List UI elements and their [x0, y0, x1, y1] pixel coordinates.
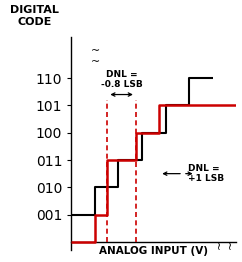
Text: DNL =
-0.8 LSB: DNL = -0.8 LSB — [101, 70, 143, 89]
X-axis label: ANALOG INPUT (V): ANALOG INPUT (V) — [99, 246, 208, 256]
Text: DIGITAL
CODE: DIGITAL CODE — [10, 5, 59, 27]
Text: ~
~: ~ ~ — [91, 46, 100, 67]
Text: DNL =
+1 LSB: DNL = +1 LSB — [188, 164, 224, 183]
Text: ~
~: ~ ~ — [215, 240, 236, 249]
